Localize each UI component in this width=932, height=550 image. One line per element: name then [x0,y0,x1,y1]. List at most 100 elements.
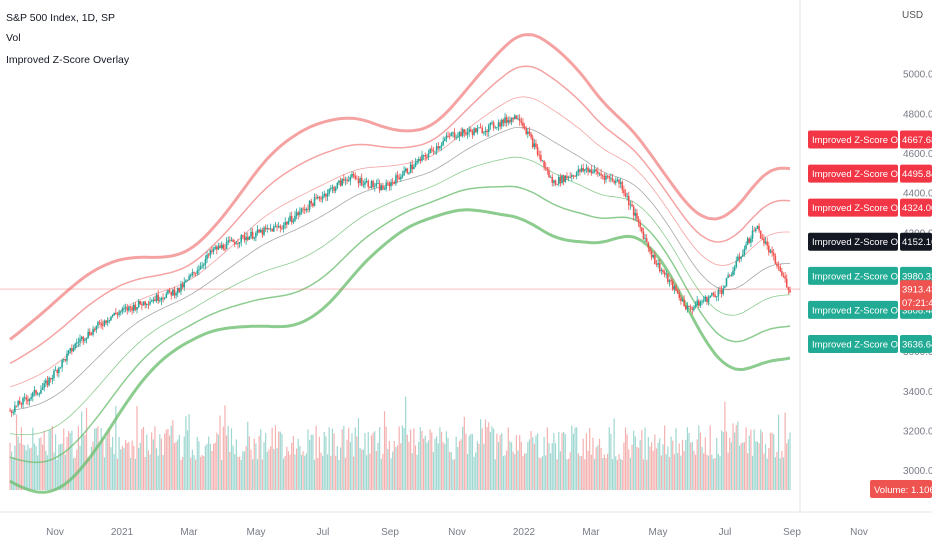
volume-bar [538,457,540,490]
volume-bar [54,434,57,490]
candle-body [696,300,698,306]
candle-body [251,231,254,239]
volume-bar [712,458,715,490]
volume-bar [686,427,689,490]
volume-bar [287,451,290,490]
candle-body [357,179,360,184]
volume-bar [466,454,469,490]
volume-bar [789,432,791,490]
candle-body [561,175,563,184]
candle-body [782,275,785,277]
volume-bar [657,442,659,490]
candle-body [343,178,345,181]
candle-body [623,189,625,193]
candle-body [134,304,137,310]
volume-bar [706,454,708,490]
volume-bar [771,432,773,490]
candle-body [681,299,684,302]
volume-bar [344,457,347,490]
candle-body [455,137,457,139]
volume-bar [496,433,498,490]
band-tag-label: Improved Z-Score Overlay:CL [812,237,932,248]
volume-bar [773,434,775,490]
candle-body [338,180,340,183]
candle-body [225,242,228,250]
volume-bar [66,436,68,490]
last-price-value: 3913.43 [902,285,932,296]
candle-body [722,288,725,294]
candle-body [582,168,584,171]
candle-body [699,301,702,306]
volume-bar [341,429,343,490]
candle-body [411,164,414,169]
volume-bar [172,420,174,490]
volume-bar [269,446,272,490]
candle-body [108,320,111,322]
band-tag-value-bg [900,130,932,149]
candle-body [310,200,313,204]
candle-body [408,172,410,174]
volume-bar [458,441,461,490]
candle-body [645,238,648,243]
candle-body [40,389,42,394]
volume-bar [732,423,734,490]
candle-body [738,256,741,259]
volume-bar [616,459,618,490]
candle-body [427,153,430,158]
volume-bar [335,455,337,490]
candle-body [658,263,661,272]
candle-body [360,178,363,186]
volume-bar [755,441,757,490]
candle-body [634,212,637,216]
volume-bar [585,433,588,490]
candle-body [457,136,459,138]
candle-body [522,122,524,127]
volume-bar [506,450,508,490]
volume-bar [307,429,309,490]
candle-body [136,307,138,310]
volume-bar [300,454,303,490]
candle-body [544,167,547,169]
volume-bar [623,442,625,490]
volume-bar [419,427,421,490]
volume-bar [491,426,493,490]
volume-bar [786,443,788,490]
volume-bar [107,432,109,490]
band-tag-label: Improved Z-Score Overlay:-2S [812,305,932,316]
volume-bar [624,427,627,490]
zscore-indicator-legend[interactable]: Improved Z-Score Overlay [6,54,130,66]
volume-bar [672,440,674,490]
candle-body [323,193,326,197]
candle-body [470,129,472,132]
candle-body [30,396,32,399]
candle-body [551,176,554,183]
candle-body [220,244,223,248]
candle-body [229,240,231,242]
volume-bar [41,444,44,490]
volume-bar [429,429,431,490]
x-tick-label: May [247,527,266,538]
volume-bar [193,454,195,490]
volume-bar [338,459,340,490]
candle-body [732,270,734,276]
volume-bar [427,440,430,490]
candle-body [627,196,630,206]
volume-bar [206,443,208,490]
candle-body [232,239,234,242]
volume-bar [416,454,418,490]
volume-bar [33,443,36,490]
candle-body [777,265,780,267]
volume-tag-bg [870,480,932,498]
volume-bar [100,427,102,490]
candle-body [124,307,127,309]
candle-body [95,325,98,330]
volume-bar [442,442,444,490]
candle-body [701,301,703,303]
volume-bar [28,448,31,490]
candle-body [779,266,782,272]
volume-bar [383,411,386,490]
symbol-legend[interactable]: S&P 500 Index, 1D, SP [6,12,115,24]
volume-indicator-legend[interactable]: Vol [6,32,21,44]
candle-body [162,297,164,299]
